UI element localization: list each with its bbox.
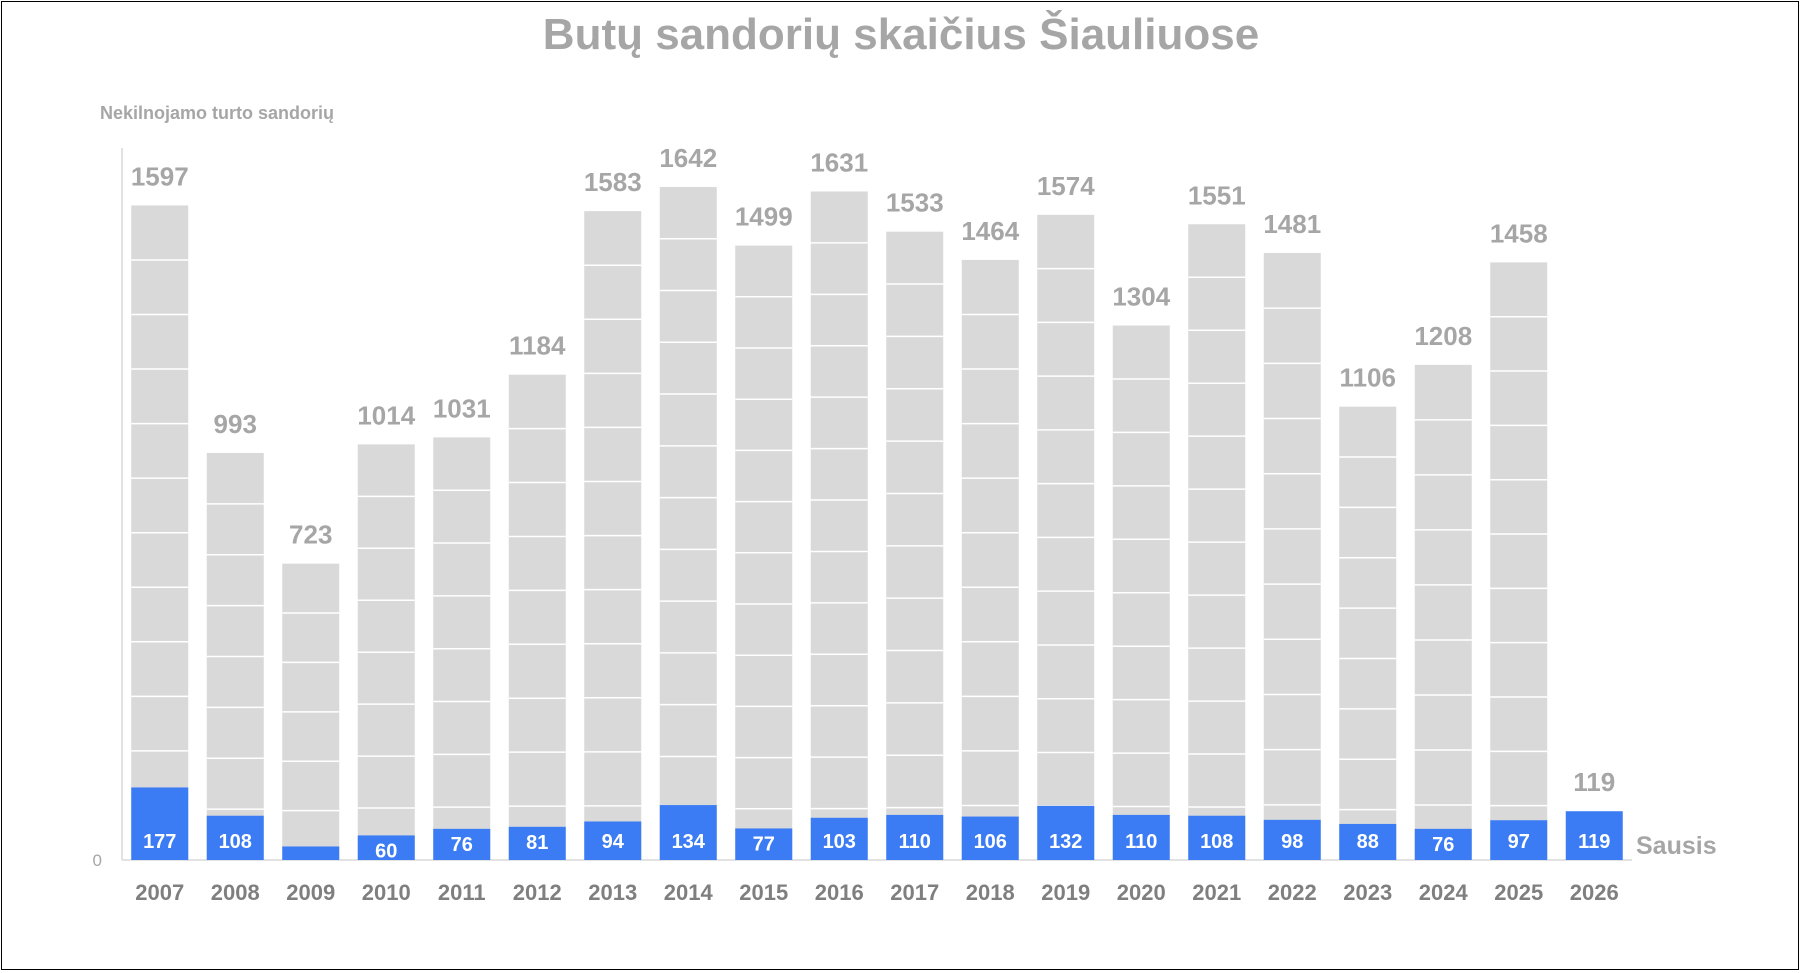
month-bar: [357, 835, 415, 860]
month-data-label: 60: [375, 840, 397, 862]
x-tick-label: 2025: [1494, 880, 1543, 905]
month-data-label: 134: [672, 831, 706, 853]
month-data-label: 76: [1432, 834, 1454, 856]
x-tick-label: 2023: [1343, 880, 1392, 905]
x-tick-label: 2016: [815, 880, 864, 905]
month-data-label: 81: [526, 832, 548, 854]
chart-title: Butų sandorių skaičius Šiauliuose: [542, 10, 1260, 59]
x-tick-label: 2021: [1192, 880, 1241, 905]
month-bar: [961, 816, 1019, 860]
month-bar: [1339, 823, 1397, 860]
total-data-label: 1208: [1414, 321, 1472, 351]
x-tick-label: 2014: [664, 880, 714, 905]
series-label: Sausis: [1636, 832, 1717, 860]
x-tick-label: 2011: [438, 880, 486, 905]
month-bar: [1490, 820, 1548, 860]
month-bar: [1112, 814, 1170, 860]
total-data-label: 1481: [1263, 209, 1321, 239]
total-data-label: 1583: [584, 167, 642, 197]
total-bar: [1490, 262, 1548, 860]
month-data-label: 77: [753, 833, 775, 855]
total-bar: [659, 186, 717, 860]
total-data-label: 723: [289, 520, 332, 550]
month-data-label: 88: [1357, 831, 1379, 853]
month-bar: [659, 805, 717, 860]
x-tick-label: 2007: [135, 880, 184, 905]
x-tick-label: 2024: [1419, 880, 1469, 905]
x-tick-label: 2008: [211, 880, 260, 905]
x-tick-label: 2015: [739, 880, 788, 905]
month-data-label: 94: [602, 831, 625, 853]
month-bar: [1414, 828, 1472, 860]
total-data-label: 1464: [961, 216, 1019, 246]
month-bar: [584, 821, 642, 860]
month-bar: [1188, 815, 1246, 860]
total-data-label: 1304: [1112, 282, 1170, 312]
month-bar: [886, 814, 944, 860]
total-data-label: 1574: [1037, 171, 1095, 201]
total-data-label: 1458: [1490, 218, 1548, 248]
month-data-label: 103: [823, 831, 856, 853]
month-data-label: 108: [219, 831, 252, 853]
total-data-label: 1597: [131, 161, 189, 191]
total-bar: [1263, 252, 1321, 860]
total-data-label: 1499: [735, 202, 793, 232]
month-bar: [1565, 811, 1623, 860]
x-tick-label: 2013: [588, 880, 637, 905]
month-data-label: 76: [451, 834, 473, 856]
total-data-label: 1106: [1340, 363, 1396, 393]
total-bar: [810, 191, 868, 861]
month-bar: [810, 817, 868, 860]
month-bar: [433, 828, 491, 860]
month-bar: [508, 826, 566, 860]
month-bar: [282, 846, 340, 860]
total-bar: [508, 374, 566, 860]
month-data-label: 108: [1200, 831, 1233, 853]
month-bar: [1037, 805, 1095, 860]
total-data-label: 1184: [509, 331, 566, 361]
y-axis-label: Nekilnojamo turto sandorių: [100, 103, 335, 123]
month-data-label: 97: [1508, 831, 1530, 853]
total-bar: [961, 259, 1019, 860]
month-bar: [1263, 819, 1321, 860]
total-data-label: 993: [214, 409, 257, 439]
month-data-label: 98: [1281, 831, 1303, 853]
total-data-label: 1642: [659, 143, 717, 173]
month-data-label: 132: [1049, 831, 1082, 853]
x-tick-label: 2022: [1268, 880, 1317, 905]
x-tick-label: 2018: [966, 880, 1015, 905]
total-data-label: 1031: [433, 393, 491, 423]
total-data-label: 1631: [810, 147, 868, 177]
total-data-label: 1014: [357, 400, 415, 430]
total-data-label: 119: [1573, 767, 1615, 797]
total-bar: [1339, 406, 1397, 860]
month-data-label: 119: [1578, 831, 1610, 853]
month-data-label: 177: [143, 831, 176, 853]
x-tick-label: 2009: [286, 880, 335, 905]
month-data-label: 106: [974, 831, 1007, 853]
x-tick-label: 2026: [1570, 880, 1619, 905]
month-bar: [735, 828, 793, 860]
y-tick-label: 0: [93, 851, 102, 870]
month-bar: [131, 787, 189, 860]
month-data-label: 110: [1125, 831, 1157, 853]
month-bar: [206, 815, 264, 860]
total-data-label: 1551: [1188, 180, 1246, 210]
total-bar: [1414, 364, 1472, 860]
total-data-label: 1533: [886, 188, 944, 218]
month-data-label: 110: [899, 831, 931, 853]
x-tick-label: 2020: [1117, 880, 1166, 905]
x-tick-label: 2010: [362, 880, 411, 905]
x-tick-label: 2012: [513, 880, 562, 905]
x-tick-label: 2019: [1041, 880, 1090, 905]
month-data-label: 33: [300, 861, 322, 883]
x-tick-label: 2017: [890, 880, 939, 905]
